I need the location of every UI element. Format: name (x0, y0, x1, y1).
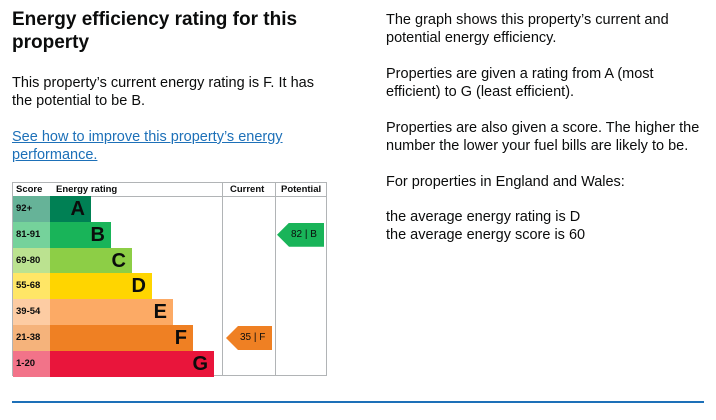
score-band-a: 92+ (13, 196, 50, 222)
rating-bar-b: B (50, 221, 111, 248)
info-england-wales: For properties in England and Wales: (386, 174, 625, 190)
energy-rating-chart: Score Energy rating Current Potential 92… (12, 182, 327, 377)
chart-header (13, 183, 327, 197)
header-potential: Potential (281, 184, 322, 195)
info-graph: The graph shows this property’s current … (386, 12, 669, 46)
rating-bar-g: G (50, 350, 214, 377)
info-score: Properties are also given a score. The h… (386, 120, 700, 154)
current-column (222, 183, 223, 375)
average-rating: the average energy rating is D (386, 209, 581, 225)
score-band-d: 55-68 (13, 273, 50, 300)
rating-bar-f: F (50, 325, 193, 351)
current-rating-arrow: 35 | F (226, 326, 272, 350)
header-current: Current (230, 184, 265, 195)
rating-bar-a: A (50, 196, 91, 222)
info-ratings: Properties are given a rating from A (mo… (386, 66, 654, 100)
rating-bar-c: C (50, 247, 132, 274)
score-band-e: 39-54 (13, 299, 50, 326)
score-band-f: 21-38 (13, 325, 50, 351)
page-title: Energy efficiency rating for this proper… (12, 9, 298, 53)
header-rating: Energy rating (56, 184, 118, 195)
potential-rating-arrow: 82 | B (277, 222, 324, 247)
rating-bar-d: D (50, 273, 152, 300)
score-band-c: 69-80 (13, 247, 50, 274)
header-score: Score (16, 184, 43, 195)
section-divider (12, 401, 704, 403)
average-score: the average energy score is 60 (386, 227, 586, 243)
rating-bar-e: E (50, 299, 173, 326)
potential-column (275, 183, 276, 375)
score-band-b: 81-91 (13, 221, 50, 248)
score-band-g: 1-20 (13, 350, 50, 377)
improve-link[interactable]: See how to improve this property’s energ… (12, 129, 283, 163)
rating-summary: This property’s current energy rating is… (12, 75, 314, 109)
